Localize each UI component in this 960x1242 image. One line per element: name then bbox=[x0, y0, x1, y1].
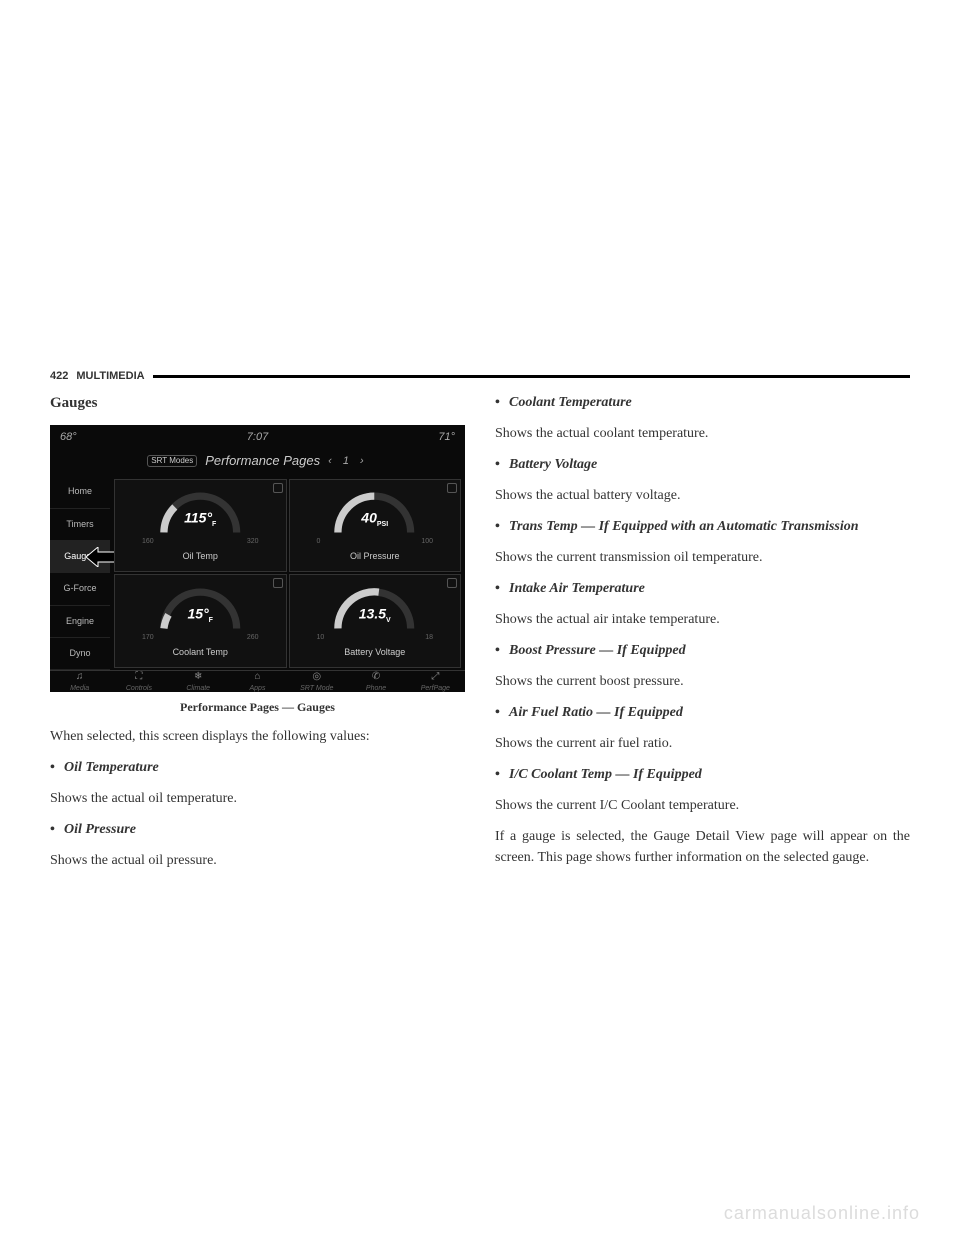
gauge-min: 160 bbox=[142, 537, 154, 548]
perf-icon: ⤢ bbox=[431, 669, 439, 684]
gauge-unit: F bbox=[209, 617, 213, 624]
bottom-tab-perfpage[interactable]: ⤢PerfPage bbox=[406, 671, 465, 692]
right-column: Coolant Temperature Shows the actual coo… bbox=[495, 392, 910, 881]
screenshot-title-row: SRT Modes Performance Pages ‹ 1 › bbox=[50, 449, 465, 477]
screenshot-statusbar: 68° 7:07 71° bbox=[50, 425, 465, 450]
gauges-heading: Gauges bbox=[50, 392, 465, 415]
gauge-min: 0 bbox=[316, 537, 320, 548]
side-tab-gforce[interactable]: G-Force bbox=[50, 573, 110, 605]
expand-icon[interactable] bbox=[447, 578, 457, 588]
section-label: MULTIMEDIA bbox=[76, 370, 144, 382]
side-tab-dyno[interactable]: Dyno bbox=[50, 638, 110, 670]
gauge-coolant-temp[interactable]: 15°F 170 260 Coolant Temp bbox=[114, 574, 287, 668]
expand-icon[interactable] bbox=[273, 483, 283, 493]
controls-icon: ⛶ bbox=[135, 669, 142, 684]
watermark: carmanualsonline.info bbox=[724, 1203, 920, 1224]
gauge-max: 18 bbox=[425, 633, 433, 644]
gauge-unit: F bbox=[212, 522, 216, 529]
expand-icon[interactable] bbox=[447, 483, 457, 493]
bottom-tab-controls[interactable]: ⛶Controls bbox=[109, 671, 168, 692]
header-rule bbox=[153, 375, 910, 378]
intro-text: When selected, this screen displays the … bbox=[50, 726, 465, 747]
desc-intake-air-temp: Shows the actual air intake temperature. bbox=[495, 609, 910, 630]
page-header: 422 MULTIMEDIA bbox=[50, 370, 910, 382]
desc-battery-voltage: Shows the actual battery voltage. bbox=[495, 485, 910, 506]
srt-modes-badge[interactable]: SRT Modes bbox=[147, 455, 197, 467]
gauge-unit: V bbox=[386, 617, 391, 624]
bullet-boost-pressure: Boost Pressure — If Equipped bbox=[495, 640, 910, 661]
pointer-arrow-icon bbox=[86, 547, 116, 567]
gauge-oil-pressure[interactable]: 40PSI 0 100 Oil Pressure bbox=[289, 479, 462, 573]
bottom-tab-media[interactable]: ♫Media bbox=[50, 671, 109, 692]
gauge-min: 170 bbox=[142, 633, 154, 644]
gauge-oil-temp[interactable]: 115°F 160 320 Oil Temp bbox=[114, 479, 287, 573]
bottom-tab-climate[interactable]: ❄Climate bbox=[169, 671, 228, 692]
desc-ic-coolant-temp: Shows the current I/C Coolant temperatur… bbox=[495, 795, 910, 816]
phone-icon: ✆ bbox=[372, 669, 380, 684]
bullet-battery-voltage: Battery Voltage bbox=[495, 454, 910, 475]
side-tab-home[interactable]: Home bbox=[50, 477, 110, 509]
srt-icon: ◎ bbox=[312, 669, 321, 684]
left-column: Gauges 68° 7:07 71° SRT Modes Performanc… bbox=[50, 392, 465, 881]
side-tab-timers[interactable]: Timers bbox=[50, 509, 110, 541]
figure-caption: Performance Pages — Gauges bbox=[50, 698, 465, 716]
bullet-trans-temp: Trans Temp — If Equipped with an Automat… bbox=[495, 516, 910, 537]
bottom-tab-apps[interactable]: ⌂Apps bbox=[228, 671, 287, 692]
side-tab-engine[interactable]: Engine bbox=[50, 606, 110, 638]
gauge-unit: PSI bbox=[377, 522, 388, 529]
footer-paragraph: If a gauge is selected, the Gauge Detail… bbox=[495, 826, 910, 868]
gauge-value: 13.5 bbox=[359, 606, 386, 622]
climate-icon: ❄ bbox=[194, 669, 202, 684]
gauge-max: 100 bbox=[421, 537, 433, 548]
music-icon: ♫ bbox=[76, 669, 84, 684]
desc-oil-pressure: Shows the actual oil pressure. bbox=[50, 850, 465, 871]
outside-temp-left: 68° bbox=[60, 429, 77, 446]
page-selector[interactable]: ‹ 1 › bbox=[328, 453, 368, 470]
performance-screenshot: 68° 7:07 71° SRT Modes Performance Pages… bbox=[50, 425, 465, 693]
gauge-value: 40 bbox=[361, 510, 377, 526]
page-number: 422 bbox=[50, 370, 68, 382]
bottom-nav: ♫Media ⛶Controls ❄Climate ⌂Apps ◎SRT Mod… bbox=[50, 670, 465, 692]
bullet-oil-pressure: Oil Pressure bbox=[50, 819, 465, 840]
bottom-tab-srtmode[interactable]: ◎SRT Mode bbox=[287, 671, 346, 692]
bullet-intake-air-temp: Intake Air Temperature bbox=[495, 578, 910, 599]
gauge-grid: 115°F 160 320 Oil Temp bbox=[110, 477, 465, 671]
desc-oil-temperature: Shows the actual oil temperature. bbox=[50, 788, 465, 809]
gauge-battery-voltage[interactable]: 13.5V 10 18 Battery Voltage bbox=[289, 574, 462, 668]
bullet-coolant-temperature: Coolant Temperature bbox=[495, 392, 910, 413]
bottom-tab-phone[interactable]: ✆Phone bbox=[346, 671, 405, 692]
side-tab-gauges[interactable]: Gauges bbox=[50, 541, 110, 573]
bullet-oil-temperature: Oil Temperature bbox=[50, 757, 465, 778]
bullet-air-fuel-ratio: Air Fuel Ratio — If Equipped bbox=[495, 702, 910, 723]
desc-air-fuel-ratio: Shows the current air fuel ratio. bbox=[495, 733, 910, 754]
side-tabs: Home Timers Gauges G-Force Engine Dyno bbox=[50, 477, 110, 671]
gauge-max: 260 bbox=[247, 633, 259, 644]
gauge-label: Oil Temp bbox=[183, 550, 218, 564]
outside-temp-right: 71° bbox=[438, 429, 455, 446]
apps-icon: ⌂ bbox=[254, 669, 260, 684]
performance-pages-title: Performance Pages bbox=[205, 451, 320, 471]
gauge-min: 10 bbox=[316, 633, 324, 644]
gauge-label: Oil Pressure bbox=[350, 550, 400, 564]
gauge-label: Battery Voltage bbox=[344, 646, 405, 660]
bullet-ic-coolant-temp: I/C Coolant Temp — If Equipped bbox=[495, 764, 910, 785]
desc-trans-temp: Shows the current transmission oil tempe… bbox=[495, 547, 910, 568]
gauge-label: Coolant Temp bbox=[173, 646, 228, 660]
gauge-value: 115° bbox=[184, 510, 212, 526]
desc-boost-pressure: Shows the current boost pressure. bbox=[495, 671, 910, 692]
desc-coolant-temperature: Shows the actual coolant temperature. bbox=[495, 423, 910, 444]
gauge-max: 320 bbox=[247, 537, 259, 548]
gauge-value: 15° bbox=[188, 606, 209, 622]
clock-time: 7:07 bbox=[247, 429, 268, 446]
expand-icon[interactable] bbox=[273, 578, 283, 588]
